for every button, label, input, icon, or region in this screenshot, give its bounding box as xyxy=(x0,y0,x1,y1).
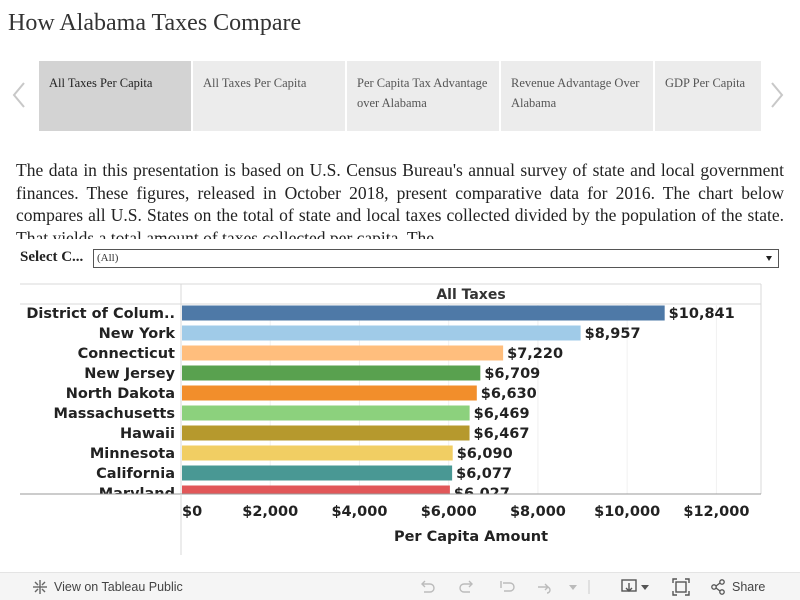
bar xyxy=(182,405,470,421)
data-label: $6,709 xyxy=(484,366,540,382)
refresh-icon[interactable] xyxy=(535,578,553,596)
share-button[interactable]: Share xyxy=(710,579,765,595)
bar xyxy=(182,345,504,361)
category-label: Connecticut xyxy=(78,346,175,362)
bar xyxy=(182,325,581,341)
tab-all-taxes-per-capita-2[interactable]: All Taxes Per Capita xyxy=(193,61,345,131)
undo-icon[interactable] xyxy=(418,578,436,596)
data-label: $7,220 xyxy=(507,346,563,362)
story-tabs: All Taxes Per Capita All Taxes Per Capit… xyxy=(39,61,761,131)
x-tick-label: $2,000 xyxy=(242,504,298,520)
x-axis-label: Per Capita Amount xyxy=(394,529,548,545)
category-label: District of Colum.. xyxy=(26,306,175,322)
toolbar-divider xyxy=(588,580,590,594)
previous-tab-arrow-icon[interactable] xyxy=(10,80,28,110)
data-label: $6,469 xyxy=(474,406,530,422)
tab-per-capita-tax-advantage[interactable]: Per Capita Tax Advantage over Alabama xyxy=(347,61,499,131)
bar xyxy=(182,385,477,401)
axis-background xyxy=(0,494,800,555)
revert-icon[interactable] xyxy=(498,578,516,596)
x-tick-label: $12,000 xyxy=(683,504,749,520)
bar xyxy=(182,465,453,481)
category-label: New York xyxy=(99,326,176,342)
tab-gdp-per-capita[interactable]: GDP Per Capita xyxy=(655,61,761,131)
tableau-toolbar: View on Tableau Public Share xyxy=(0,572,800,600)
chart-svg: All Taxes District of Colum.. $10,841 New Y… xyxy=(0,283,800,555)
bar xyxy=(182,365,481,381)
data-label: $6,630 xyxy=(481,386,537,402)
page-title: How Alabama Taxes Compare xyxy=(8,10,302,36)
category-label: Minnesota xyxy=(90,446,175,462)
data-label: $10,841 xyxy=(669,306,735,322)
category-label: California xyxy=(96,466,175,482)
state-filter-dropdown[interactable]: (All) xyxy=(93,249,779,268)
tab-all-taxes-per-capita-1[interactable]: All Taxes Per Capita xyxy=(39,61,191,131)
tableau-logo-icon xyxy=(33,580,47,594)
data-label: $6,090 xyxy=(457,446,513,462)
next-tab-arrow-icon[interactable] xyxy=(768,80,786,110)
refresh-chevron-down-icon[interactable] xyxy=(564,578,582,596)
view-on-tableau-label: View on Tableau Public xyxy=(54,580,183,594)
download-icon[interactable] xyxy=(620,578,652,596)
chart-title: All Taxes xyxy=(436,287,505,303)
filter-label: Select C... xyxy=(20,249,84,265)
bar xyxy=(182,425,470,441)
bar xyxy=(182,305,665,321)
x-tick-label: $0 xyxy=(182,504,202,520)
view-on-tableau-public-link[interactable]: View on Tableau Public xyxy=(32,579,183,595)
x-tick-label: $4,000 xyxy=(331,504,387,520)
category-label: Massachusetts xyxy=(54,406,175,422)
bar xyxy=(182,445,453,461)
filter-value: (All) xyxy=(97,252,119,264)
share-icon xyxy=(711,579,725,595)
share-label: Share xyxy=(732,580,766,594)
fullscreen-icon[interactable] xyxy=(672,578,690,596)
x-tick-label: $10,000 xyxy=(594,504,660,520)
category-label: North Dakota xyxy=(66,386,175,402)
x-tick-label: $6,000 xyxy=(421,504,477,520)
data-label: $6,077 xyxy=(456,466,512,482)
description-text: The data in this presentation is based o… xyxy=(16,160,784,239)
category-label: Hawaii xyxy=(120,426,175,442)
data-label: $6,467 xyxy=(474,426,530,442)
category-label: New Jersey xyxy=(84,366,175,382)
redo-icon[interactable] xyxy=(458,578,476,596)
bar-chart: All Taxes District of Colum.. $10,841 New Y… xyxy=(0,280,800,555)
x-tick-label: $8,000 xyxy=(510,504,566,520)
tab-revenue-advantage[interactable]: Revenue Advantage Over Alabama xyxy=(501,61,653,131)
chevron-down-icon xyxy=(766,256,772,261)
data-label: $8,957 xyxy=(585,326,641,342)
